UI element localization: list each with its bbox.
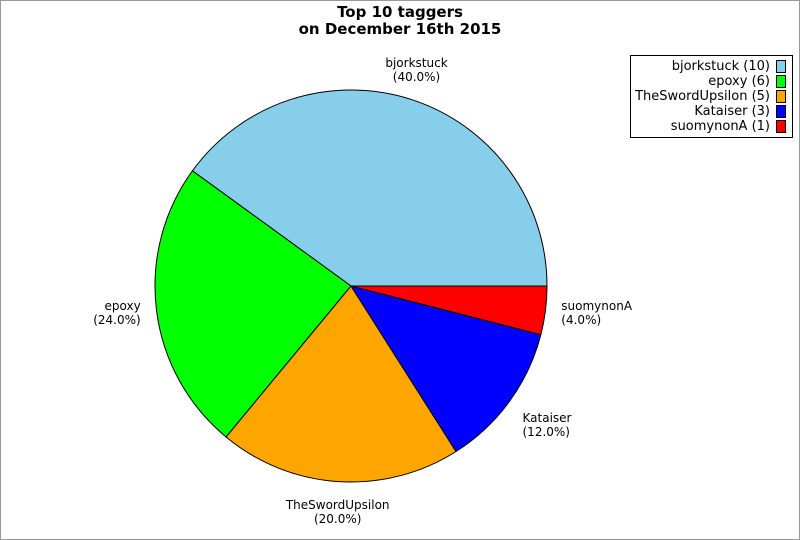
slice-label-percent: (20.0%) xyxy=(313,511,362,526)
slice-label-percent: (24.0%) xyxy=(93,312,141,327)
slice-label-name: TheSwordUpsilon xyxy=(285,497,390,512)
legend-color-swatch xyxy=(776,75,786,88)
pie-slice-bjorkstuck xyxy=(191,89,548,287)
pie-slice-kataiser xyxy=(349,285,542,453)
legend-color-swatch xyxy=(776,120,786,133)
legend-item-suomynona: suomynonA (1) xyxy=(631,119,792,134)
slice-label-epoxy: epoxy (24.0%) xyxy=(93,299,140,327)
slice-label-kataiser: Kataiser (12.0%) xyxy=(523,411,572,439)
slice-label-percent: (40.0%) xyxy=(392,70,441,85)
legend-item-epoxy: epoxy (6) xyxy=(631,74,792,89)
legend-item-kataiser: Kataiser (3) xyxy=(631,104,792,119)
chart-title-line2: on December 16th 2015 xyxy=(298,20,502,38)
pie-slice-theswordupsilon xyxy=(225,285,457,483)
chart-title-line1: Top 10 taggers xyxy=(337,3,463,21)
legend-color-swatch xyxy=(776,60,786,73)
slice-label-name: Kataiser xyxy=(522,410,572,425)
pie-slice-suomynona xyxy=(350,285,548,336)
legend-item-bjorkstuck: bjorkstuck (10) xyxy=(631,59,792,74)
slice-label-percent: (4.0%) xyxy=(561,312,602,327)
legend-item-label: bjorkstuck (10) xyxy=(671,59,770,74)
slice-label-name: bjorkstuck xyxy=(385,56,448,71)
legend: bjorkstuck (10) epoxy (6) TheSwordUpsilon … xyxy=(630,55,793,138)
legend-item-label: suomynonA (1) xyxy=(670,119,770,134)
chart-title: Top 10 taggers on December 16th 2015 xyxy=(1,4,799,38)
legend-color-swatch xyxy=(776,105,786,118)
slice-label-percent: (12.0%) xyxy=(522,424,570,439)
slice-label-bjorkstuck: bjorkstuck (40.0%) xyxy=(385,56,447,84)
legend-item-theswordupsilon: TheSwordUpsilon (5) xyxy=(631,89,792,104)
slice-label-name: epoxy xyxy=(104,298,141,313)
slice-label-suomynona: suomynonA (4.0%) xyxy=(561,299,632,327)
legend-item-label: epoxy (6) xyxy=(708,74,770,89)
legend-item-label: Kataiser (3) xyxy=(694,104,770,119)
slice-label-name: suomynonA xyxy=(561,298,633,313)
legend-color-swatch xyxy=(776,90,786,103)
pie-slice-epoxy xyxy=(154,170,352,438)
slice-label-theswordupsilon: TheSwordUpsilon (20.0%) xyxy=(286,498,390,526)
legend-item-label: TheSwordUpsilon (5) xyxy=(635,89,770,104)
